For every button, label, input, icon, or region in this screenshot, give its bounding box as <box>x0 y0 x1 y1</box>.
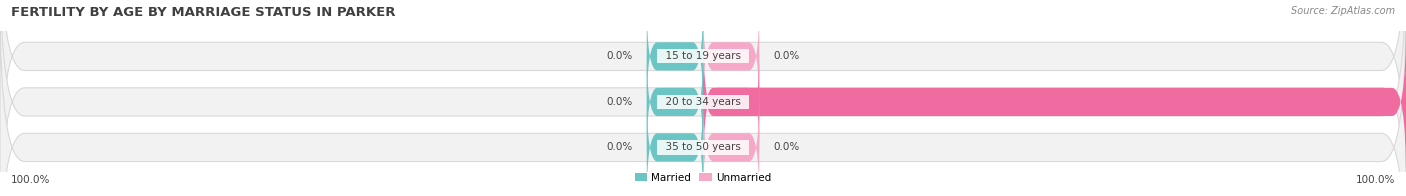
FancyBboxPatch shape <box>647 2 703 111</box>
Text: 15 to 19 years: 15 to 19 years <box>659 51 747 61</box>
Text: Source: ZipAtlas.com: Source: ZipAtlas.com <box>1291 6 1395 16</box>
FancyBboxPatch shape <box>703 48 759 156</box>
FancyBboxPatch shape <box>703 2 759 111</box>
FancyBboxPatch shape <box>703 93 759 196</box>
Text: 0.0%: 0.0% <box>773 51 800 61</box>
Text: 100.0%: 100.0% <box>1355 175 1395 185</box>
Text: 0.0%: 0.0% <box>606 51 633 61</box>
Text: FERTILITY BY AGE BY MARRIAGE STATUS IN PARKER: FERTILITY BY AGE BY MARRIAGE STATUS IN P… <box>11 6 395 19</box>
Text: 0.0%: 0.0% <box>773 142 800 152</box>
Text: 20 to 34 years: 20 to 34 years <box>659 97 747 107</box>
FancyBboxPatch shape <box>647 93 703 196</box>
FancyBboxPatch shape <box>647 48 703 156</box>
Text: 35 to 50 years: 35 to 50 years <box>659 142 747 152</box>
Text: 100.0%: 100.0% <box>11 175 51 185</box>
Text: 0.0%: 0.0% <box>606 142 633 152</box>
FancyBboxPatch shape <box>703 25 1406 179</box>
Text: 0.0%: 0.0% <box>606 97 633 107</box>
Legend: Married, Unmarried: Married, Unmarried <box>630 169 776 187</box>
